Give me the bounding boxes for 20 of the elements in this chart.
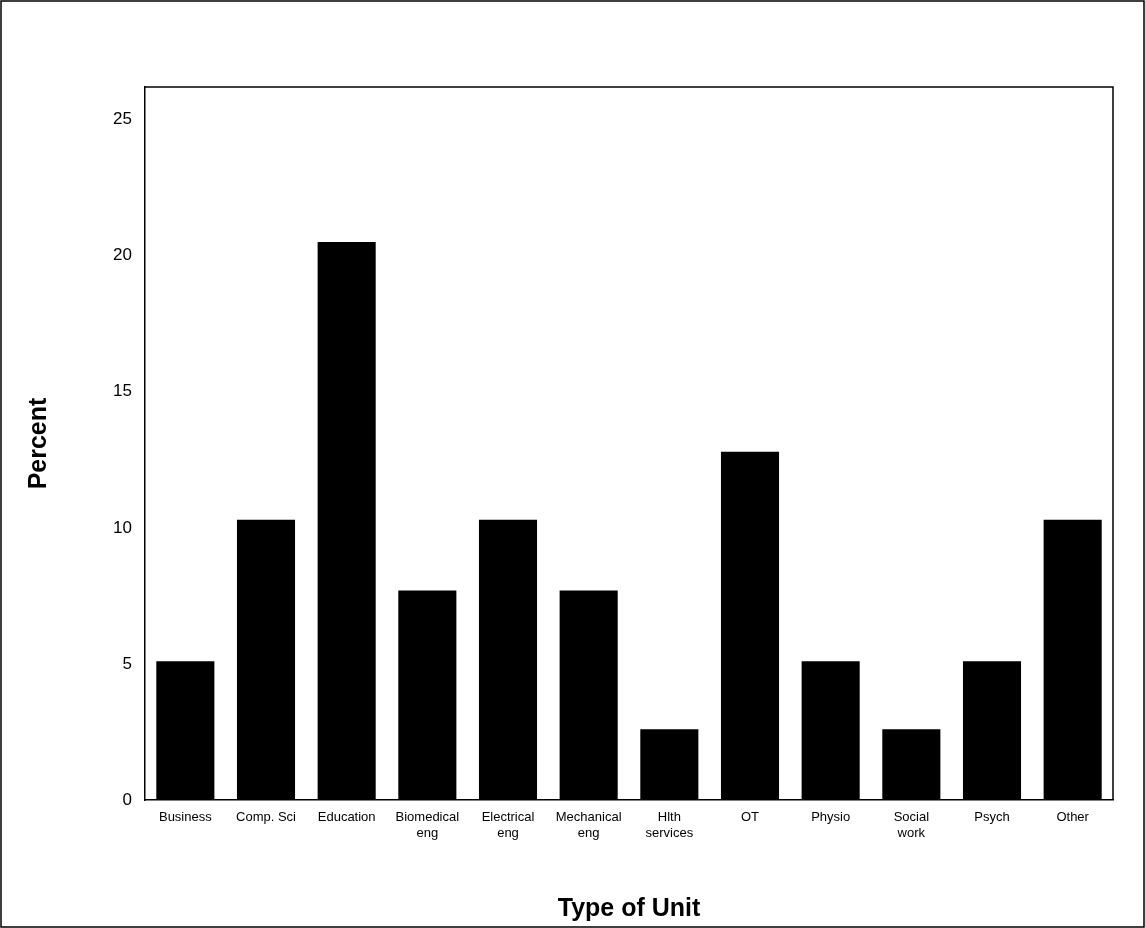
x-tick-label: Business [158,809,213,825]
y-tick-label: 0 [122,789,132,809]
x-tick-label: Mechanical eng [555,809,622,840]
y-tick-label: 10 [113,517,132,537]
x-tick-label: Psych [974,809,1010,825]
x-tick-label: Biomedical eng [395,809,460,840]
y-tick-label: 25 [113,109,132,129]
x-tick-label: Education [317,809,376,825]
y-tick-label: 15 [113,381,132,401]
x-tick-label: Electrical eng [481,809,535,840]
y-axis-title: Percent [22,396,51,490]
y-tick-label: 5 [122,653,132,673]
x-tick-label: Other [1056,809,1090,825]
x-tick-label: Physio [811,809,851,825]
x-tick-label: Hlth services [645,809,694,840]
y-tick-label: 20 [113,245,132,265]
x-axis-title: Type of Unit [557,892,701,921]
x-tick-label: Social work [893,809,930,840]
x-tick-label: OT [740,809,760,825]
x-tick-label: Comp. Sci [236,809,297,825]
